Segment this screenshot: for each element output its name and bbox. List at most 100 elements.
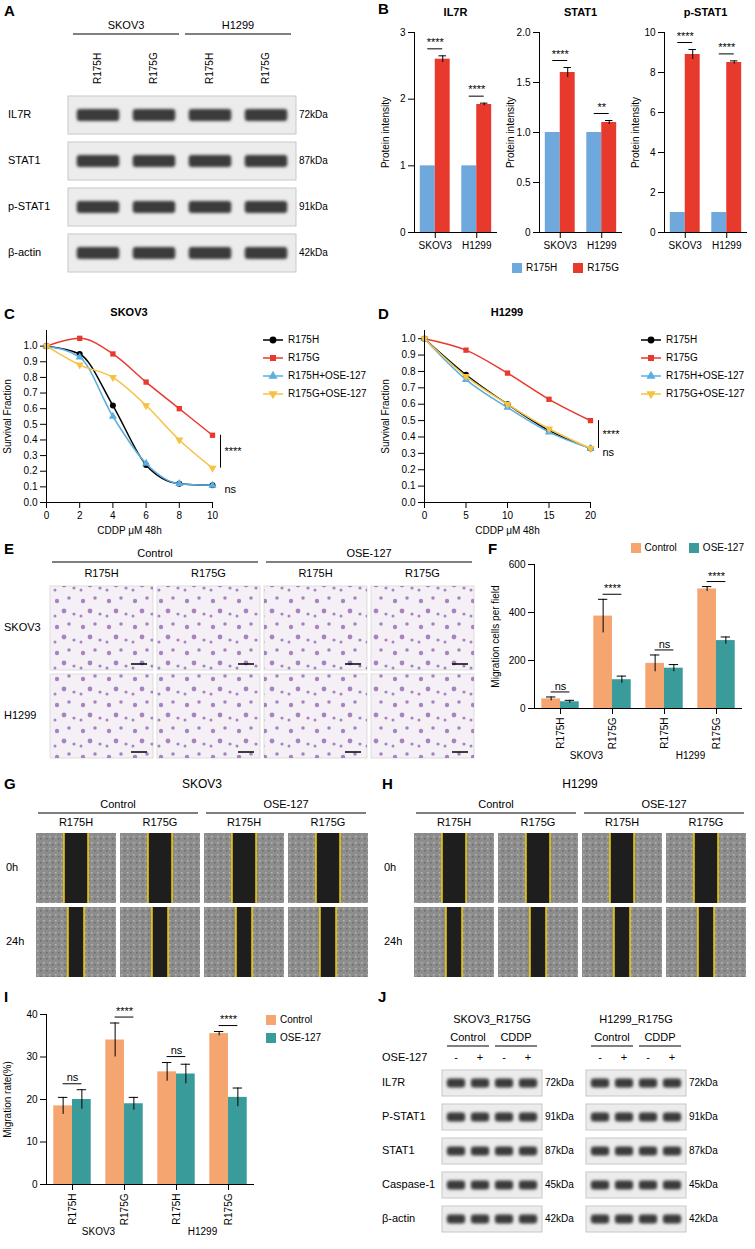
svg-text:**: **	[597, 101, 606, 113]
svg-text:0: 0	[400, 227, 406, 238]
svg-text:-: -	[598, 1051, 602, 1063]
svg-text:SKOV3: SKOV3	[419, 240, 453, 251]
svg-text:****: ****	[116, 1005, 134, 1017]
svg-text:****: ****	[604, 582, 622, 594]
svg-text:H1299: H1299	[562, 777, 598, 791]
svg-text:10: 10	[207, 510, 219, 521]
svg-text:2: 2	[77, 510, 83, 521]
svg-text:0.8: 0.8	[402, 366, 416, 377]
svg-text:Survival Fraction: Survival Fraction	[380, 379, 391, 453]
svg-text:Protein intensity: Protein intensity	[630, 97, 641, 168]
svg-text:0: 0	[520, 703, 526, 714]
svg-text:0: 0	[422, 510, 428, 521]
svg-text:****: ****	[552, 48, 570, 60]
svg-text:0.2: 0.2	[402, 464, 416, 475]
svg-text:400: 400	[509, 607, 526, 618]
svg-text:15: 15	[543, 510, 555, 521]
svg-text:H1299: H1299	[462, 240, 492, 251]
svg-text:OSE-127: OSE-127	[263, 798, 308, 810]
svg-text:SKOV3: SKOV3	[669, 240, 703, 251]
svg-text:3: 3	[400, 27, 406, 38]
svg-text:Migration cells per field: Migration cells per field	[490, 585, 501, 687]
svg-text:R175H: R175H	[659, 718, 670, 749]
svg-text:H1299: H1299	[676, 750, 706, 761]
svg-text:1.0: 1.0	[402, 333, 416, 344]
svg-text:P-STAT1: P-STAT1	[382, 1110, 426, 1122]
svg-text:0h: 0h	[6, 861, 18, 873]
svg-text:30: 30	[26, 1051, 38, 1062]
svg-text:+: +	[525, 1051, 531, 1063]
svg-text:****: ****	[718, 41, 736, 53]
svg-text:R175G: R175G	[689, 816, 724, 828]
svg-text:0.4: 0.4	[402, 431, 416, 442]
svg-text:42kDa: 42kDa	[689, 1213, 718, 1224]
svg-text:ns: ns	[171, 1044, 183, 1056]
svg-text:ns: ns	[67, 1071, 79, 1083]
svg-text:0h: 0h	[384, 861, 396, 873]
svg-text:-: -	[646, 1051, 650, 1063]
svg-text:SKOV3: SKOV3	[570, 750, 604, 761]
svg-text:0: 0	[32, 1179, 38, 1190]
svg-text:0.4: 0.4	[24, 434, 38, 445]
svg-text:+: +	[477, 1051, 483, 1063]
svg-text:Control: Control	[100, 798, 135, 810]
svg-text:CDDP: CDDP	[500, 1031, 531, 1043]
svg-text:ns: ns	[225, 483, 237, 495]
svg-text:β-actin: β-actin	[8, 246, 41, 258]
svg-text:R175H: R175H	[171, 1194, 182, 1225]
svg-text:CDDP μM 48h: CDDP μM 48h	[97, 525, 162, 536]
svg-text:4: 4	[650, 147, 656, 158]
svg-text:R175G: R175G	[148, 52, 159, 84]
svg-text:STAT1: STAT1	[382, 1144, 415, 1156]
svg-text:R175G: R175G	[119, 1193, 130, 1225]
svg-text:OSE-127: OSE-127	[382, 1051, 427, 1063]
svg-text:0.8: 0.8	[24, 372, 38, 383]
svg-text:R175H: R175H	[227, 816, 261, 828]
svg-text:45kDa: 45kDa	[689, 1179, 718, 1190]
svg-text:2.0: 2.0	[517, 27, 531, 38]
svg-text:42kDa: 42kDa	[545, 1213, 574, 1224]
svg-text:SKOV3: SKOV3	[182, 777, 222, 791]
svg-text:CDDP μM 48h: CDDP μM 48h	[475, 525, 540, 536]
svg-text:R175G: R175G	[143, 816, 178, 828]
svg-text:SKOV3_R175G: SKOV3_R175G	[453, 1013, 531, 1025]
svg-text:45kDa: 45kDa	[545, 1179, 574, 1190]
svg-text:R175G: R175G	[711, 717, 722, 749]
svg-text:24h: 24h	[6, 935, 24, 947]
svg-text:0.5: 0.5	[517, 177, 531, 188]
svg-text:87kDa: 87kDa	[545, 1145, 574, 1156]
svg-text:2: 2	[400, 93, 406, 104]
svg-text:Protein intensity: Protein intensity	[505, 97, 516, 168]
svg-text:0.7: 0.7	[24, 387, 38, 398]
svg-text:0.0: 0.0	[24, 497, 38, 508]
svg-text:20: 20	[585, 510, 597, 521]
svg-text:+: +	[621, 1051, 627, 1063]
svg-text:IL7R: IL7R	[8, 108, 31, 120]
svg-text:OSE-127: OSE-127	[346, 547, 391, 559]
svg-text:Migration rate(%): Migration rate(%)	[2, 1061, 13, 1138]
svg-text:R175H: R175H	[92, 53, 103, 84]
svg-text:R175H: R175H	[84, 567, 118, 579]
svg-text:H1299: H1299	[188, 1226, 218, 1237]
svg-text:SKOV3: SKOV3	[108, 19, 145, 31]
svg-text:R175G: R175G	[521, 816, 556, 828]
svg-text:ns: ns	[555, 680, 567, 692]
svg-text:0.1: 0.1	[24, 481, 38, 492]
svg-text:R175H: R175H	[555, 718, 566, 749]
svg-text:72kDa: 72kDa	[299, 109, 328, 120]
svg-text:0.6: 0.6	[24, 403, 38, 414]
svg-text:R175G: R175G	[607, 717, 618, 749]
svg-text:87kDa: 87kDa	[299, 155, 328, 166]
svg-text:+: +	[669, 1051, 675, 1063]
svg-text:R175H: R175H	[67, 1194, 78, 1225]
svg-text:10: 10	[502, 510, 514, 521]
svg-text:4: 4	[110, 510, 116, 521]
svg-text:****: ****	[220, 1013, 238, 1025]
svg-text:91kDa: 91kDa	[299, 201, 328, 212]
svg-text:91kDa: 91kDa	[689, 1111, 718, 1122]
svg-text:0.5: 0.5	[402, 415, 416, 426]
svg-text:8: 8	[177, 510, 183, 521]
svg-text:CDDP: CDDP	[644, 1031, 675, 1043]
svg-text:R175H: R175H	[204, 53, 215, 84]
svg-text:0.9: 0.9	[402, 349, 416, 360]
